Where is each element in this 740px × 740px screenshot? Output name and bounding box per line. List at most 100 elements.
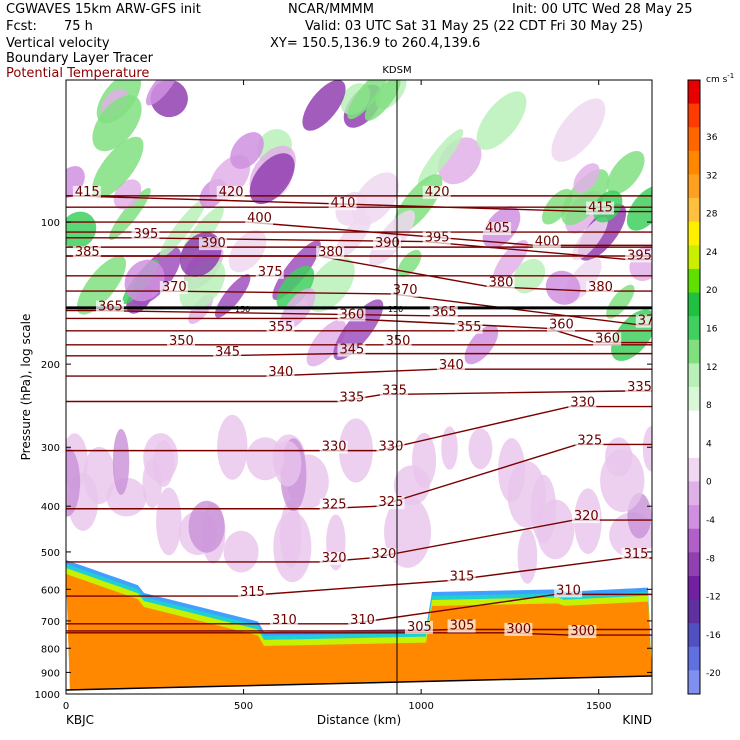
isentrope-label: 300 bbox=[506, 622, 531, 637]
colorbar-tick-label: 16 bbox=[706, 325, 718, 335]
vertical-velocity-cell bbox=[66, 211, 97, 249]
vertical-velocity-cell bbox=[642, 426, 652, 472]
x-start-station: KBJC bbox=[66, 713, 94, 727]
isentrope-340 bbox=[66, 368, 652, 377]
vertical-velocity-cell bbox=[364, 80, 401, 121]
isentrope-label-bg bbox=[575, 434, 604, 448]
colorbar-swatch bbox=[688, 575, 700, 601]
isentrope-label-bg bbox=[72, 245, 101, 259]
isentrope-label: 360 bbox=[595, 332, 620, 347]
colorbar-swatch bbox=[688, 410, 700, 435]
x-tick-label: 1500 bbox=[586, 701, 611, 712]
isentrope-label: 305 bbox=[450, 618, 475, 633]
vertical-velocity-cell bbox=[246, 437, 285, 481]
vertical-velocity-cell bbox=[279, 500, 302, 569]
isentrope-label-bg bbox=[372, 237, 401, 251]
forecast-label: Fcst: bbox=[6, 19, 37, 34]
isentrope-label: 335 bbox=[382, 384, 407, 399]
isentrope-label-bg bbox=[447, 619, 476, 633]
isentrope-label: 370 bbox=[638, 314, 663, 329]
colorbar-frame bbox=[687, 79, 701, 695]
isentrope-label-bg bbox=[571, 510, 600, 524]
terrain-surface-line bbox=[66, 675, 652, 691]
isentrope-label-bg bbox=[72, 185, 101, 199]
isentrope-label-bg bbox=[337, 391, 366, 405]
isentrope-label: 325 bbox=[379, 495, 404, 510]
isentrope-label-bg bbox=[422, 185, 451, 199]
x-tick-label: 0 bbox=[63, 701, 69, 712]
isentrope-label-bg bbox=[635, 314, 652, 328]
isentrope-label-bg bbox=[213, 345, 242, 359]
isentrope-label: 380 bbox=[489, 276, 514, 291]
colorbar-swatch bbox=[688, 599, 700, 624]
isentrope-label: 400 bbox=[247, 211, 272, 226]
isentrope-label-bg bbox=[131, 227, 160, 241]
isentrope-label-bg bbox=[586, 201, 615, 215]
colorbar: 36 32 28 24 20 16 12 8 4 0 -4 -8 -12 -16 -20 bbox=[687, 79, 721, 695]
colorbar-tick-label: 28 bbox=[706, 210, 718, 220]
vertical-velocity-cell bbox=[112, 429, 130, 495]
forecast-hours: 75 h bbox=[64, 19, 93, 34]
colorbar-tick-label: 4 bbox=[706, 439, 712, 449]
vertical-velocity-cell bbox=[159, 197, 207, 258]
colorbar-swatch bbox=[688, 528, 700, 553]
colorbar-swatch bbox=[688, 339, 700, 364]
vertical-velocity-cell bbox=[417, 129, 464, 186]
y-tick-label: 800 bbox=[41, 644, 60, 655]
field-potential-temperature: Potential Temperature bbox=[6, 66, 150, 81]
colorbar-swatch bbox=[688, 245, 700, 270]
isentrope-label-bg bbox=[337, 308, 366, 322]
vertical-velocity-cell bbox=[572, 216, 608, 261]
colorbar-tick-label: -16 bbox=[706, 631, 721, 641]
colorbar-swatch bbox=[688, 646, 700, 671]
init-time: Init: 00 UTC Wed 28 May 25 bbox=[512, 2, 693, 17]
y-tick-label: 1000 bbox=[35, 690, 60, 701]
vertical-velocity-cell bbox=[517, 528, 538, 584]
isentrope-300 bbox=[66, 632, 652, 636]
vertical-velocity-cell bbox=[217, 414, 248, 480]
y-tick-label: 100 bbox=[41, 218, 60, 229]
isentrope-label: 415 bbox=[75, 185, 100, 200]
colorbar-swatch bbox=[688, 316, 700, 341]
isentrope-label: 300 bbox=[570, 624, 595, 639]
isentrope-label: 355 bbox=[268, 320, 293, 335]
y-tick-label: 200 bbox=[41, 360, 60, 371]
isentrope-label-bg bbox=[238, 586, 267, 600]
colorbar-tick-label: -12 bbox=[706, 593, 721, 603]
isentrope-label: 310 bbox=[556, 583, 581, 598]
colorbar-swatch bbox=[688, 434, 700, 459]
field-bl-tracer: Boundary Layer Tracer bbox=[6, 51, 153, 66]
vertical-velocity-cell bbox=[156, 487, 182, 556]
vertical-velocity-cell bbox=[606, 284, 635, 319]
isentrope-label-bg bbox=[316, 245, 345, 259]
isentrope-label: 315 bbox=[624, 547, 649, 562]
isentrope-label-bg bbox=[568, 396, 597, 410]
vertical-velocity-cell bbox=[91, 136, 144, 199]
colorbar-tick-label: 20 bbox=[706, 286, 718, 296]
isentrope-label: 420 bbox=[219, 185, 244, 200]
isentrope-label: 340 bbox=[439, 358, 464, 373]
isentrope-label: 315 bbox=[450, 570, 475, 585]
isentrope-345 bbox=[66, 352, 652, 357]
colorbar-tick-label: 12 bbox=[706, 363, 717, 373]
isentrope-label-bg bbox=[348, 613, 377, 627]
isentrope-365 bbox=[66, 309, 652, 317]
isentrope-label-bg bbox=[483, 222, 512, 236]
isentrope-label-bg bbox=[532, 235, 561, 249]
vertical-velocity-cell bbox=[92, 95, 142, 152]
isentrope-label-bg bbox=[586, 281, 615, 295]
isentrope-label: 305 bbox=[407, 620, 432, 635]
org-label: NCAR/MMMM bbox=[288, 2, 374, 17]
colorbar-swatch bbox=[688, 481, 700, 506]
isentrope-label-bg bbox=[376, 496, 405, 510]
xy-endpoints: XY= 150.5,136.9 to 260.4,139.6 bbox=[270, 36, 481, 51]
isentrope-label: 345 bbox=[215, 345, 240, 360]
vertical-velocity-cell bbox=[145, 80, 180, 106]
vertical-velocity-cell bbox=[468, 428, 493, 470]
isentrope-label-bg bbox=[390, 283, 419, 297]
isentrope-label: 320 bbox=[574, 509, 599, 524]
isentrope-label: 415 bbox=[588, 201, 613, 216]
vertical-velocity-cell bbox=[249, 153, 295, 205]
isentrope-label-bg bbox=[166, 334, 195, 348]
